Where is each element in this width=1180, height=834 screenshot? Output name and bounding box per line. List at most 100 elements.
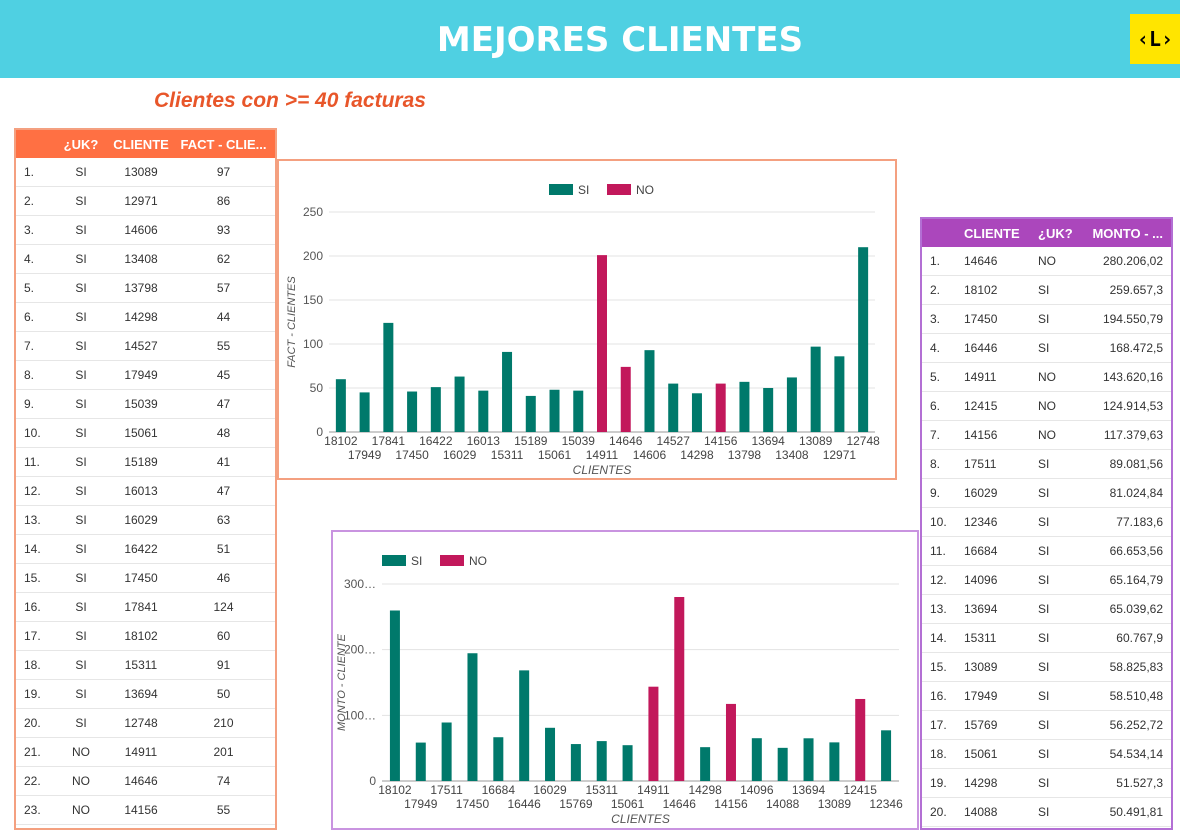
table-row[interactable]: 18. SI 15311 91 <box>16 651 275 680</box>
cliente-cell: 18102 <box>124 629 158 643</box>
monto-cell: 117.379,63 <box>1103 428 1163 442</box>
cliente-cell: 16029 <box>964 486 998 500</box>
column-header-cliente[interactable]: CLIENTE <box>113 136 169 152</box>
table-row[interactable]: 2. 18102 SI 259.657,3 <box>922 276 1171 305</box>
uk-cell: SI <box>75 629 87 643</box>
bar <box>810 346 821 432</box>
uk-cell: NO <box>1038 370 1056 384</box>
table-row[interactable]: 10. SI 15061 48 <box>16 419 275 448</box>
left-table-body: 1. SI 13089 97 2. SI 12971 86 3. SI 14606 93 4. SI 134… <box>16 158 275 825</box>
column-header-monto[interactable]: MONTO - ... <box>1092 225 1163 241</box>
table-row[interactable]: 11. SI 15189 41 <box>16 448 275 477</box>
table-row[interactable]: 9. 16029 SI 81.024,84 <box>922 479 1171 508</box>
table-row[interactable]: 19. 14298 SI 51.527,3 <box>922 769 1171 798</box>
x-axis-title: CLIENTES <box>573 463 632 477</box>
right-table-body: 1. 14646 NO 280.206,02 2. 18102 SI 259.657,3 3. 1… <box>922 247 1171 827</box>
bar <box>829 742 840 781</box>
bar <box>739 381 750 432</box>
table-row[interactable]: 6. 12415 NO 124.914,53 <box>922 392 1171 421</box>
bar <box>751 738 762 781</box>
table-row[interactable]: 12. SI 16013 47 <box>16 477 275 506</box>
table-row[interactable]: 7. 14156 NO 117.379,63 <box>922 421 1171 450</box>
table-row[interactable]: 7. SI 14527 55 <box>16 332 275 361</box>
table-row[interactable]: 8. 17511 SI 89.081,56 <box>922 450 1171 479</box>
monto-cell: 77.183,6 <box>1116 515 1163 529</box>
table-row[interactable]: 12. 14096 SI 65.164,79 <box>922 566 1171 595</box>
table-row[interactable]: 16. 17949 SI 58.510,48 <box>922 682 1171 711</box>
table-row[interactable]: 4. 16446 SI 168.472,5 <box>922 334 1171 363</box>
row-index: 3. <box>930 312 941 326</box>
table-row[interactable]: 6. SI 14298 44 <box>16 303 275 332</box>
y-tick-label: 150 <box>303 293 323 307</box>
uk-cell: SI <box>1038 776 1050 790</box>
uk-cell: SI <box>1038 660 1050 674</box>
table-row[interactable]: 13. SI 16029 63 <box>16 506 275 535</box>
fact-cell: 48 <box>216 426 231 440</box>
x-tick-label: 14298 <box>688 783 722 797</box>
uk-cell: SI <box>1038 747 1050 761</box>
table-row[interactable]: 5. SI 13798 57 <box>16 274 275 303</box>
x-tick-label: 16684 <box>482 783 516 797</box>
cliente-cell: 13089 <box>124 165 158 179</box>
x-tick-label: 12748 <box>846 434 880 448</box>
table-row[interactable]: 9. SI 15039 47 <box>16 390 275 419</box>
table-row[interactable]: 18. 15061 SI 54.534,14 <box>922 740 1171 769</box>
row-index: 11. <box>24 455 40 469</box>
table-row[interactable]: 22. NO 14646 74 <box>16 767 275 796</box>
table-row[interactable]: 2. SI 12971 86 <box>16 187 275 216</box>
table-row[interactable]: 14. SI 16422 51 <box>16 535 275 564</box>
bar <box>493 737 504 781</box>
table-row[interactable]: 17. 15769 SI 56.252,72 <box>922 711 1171 740</box>
table-row[interactable]: 20. 14088 SI 50.491,81 <box>922 798 1171 827</box>
table-row[interactable]: 15. 13089 SI 58.825,83 <box>922 653 1171 682</box>
monto-cell: 60.767,9 <box>1116 631 1163 645</box>
table-row[interactable]: 8. SI 17949 45 <box>16 361 275 390</box>
monto-cell: 89.081,56 <box>1109 457 1163 471</box>
monto-cell: 51.527,3 <box>1116 776 1163 790</box>
table-row[interactable]: 14. 15311 SI 60.767,9 <box>922 624 1171 653</box>
column-header-cliente[interactable]: CLIENTE <box>964 225 1020 241</box>
table-row[interactable]: 20. SI 12748 210 <box>16 709 275 738</box>
table-row[interactable]: 1. 14646 NO 280.206,02 <box>922 247 1171 276</box>
table-row[interactable]: 21. NO 14911 201 <box>16 738 275 767</box>
row-index: 18. <box>930 747 947 761</box>
uk-cell: SI <box>75 571 87 585</box>
bar <box>596 741 607 781</box>
bar <box>668 383 679 432</box>
x-tick-label: 18102 <box>378 783 412 797</box>
table-row[interactable]: 11. 16684 SI 66.653,56 <box>922 537 1171 566</box>
table-row[interactable]: 16. SI 17841 124 <box>16 593 275 622</box>
table-row[interactable]: 13. 13694 SI 65.039,62 <box>922 595 1171 624</box>
y-tick-label: 100 <box>303 337 323 351</box>
cliente-cell: 14096 <box>964 573 998 587</box>
table-row[interactable]: 3. 17450 SI 194.550,79 <box>922 305 1171 334</box>
table-row[interactable]: 5. 14911 NO 143.620,16 <box>922 363 1171 392</box>
fact-cell: 63 <box>216 513 231 527</box>
logo-icon[interactable]: ‹L› <box>1130 14 1180 64</box>
uk-cell: SI <box>1038 689 1050 703</box>
row-index: 15. <box>930 660 947 674</box>
cliente-cell: 15039 <box>124 397 158 411</box>
monto-cell: 143.620,16 <box>1102 370 1163 384</box>
table-row[interactable]: 10. 12346 SI 77.183,6 <box>922 508 1171 537</box>
table-row[interactable]: 4. SI 13408 62 <box>16 245 275 274</box>
x-tick-label: 14096 <box>740 783 774 797</box>
table-row[interactable]: 17. SI 18102 60 <box>16 622 275 651</box>
table-row[interactable]: 1. SI 13089 97 <box>16 158 275 187</box>
table-row[interactable]: 19. SI 13694 50 <box>16 680 275 709</box>
table-row[interactable]: 3. SI 14606 93 <box>16 216 275 245</box>
column-header-uk[interactable]: ¿UK? <box>1038 225 1073 241</box>
row-index: 17. <box>24 629 41 643</box>
x-tick-label: 13694 <box>792 783 826 797</box>
legend-label-no: NO <box>469 554 487 568</box>
row-index: 15. <box>24 571 41 585</box>
table-row[interactable]: 23. NO 14156 55 <box>16 796 275 825</box>
monto-cell: 65.164,79 <box>1109 573 1163 587</box>
column-header-uk[interactable]: ¿UK? <box>63 136 99 152</box>
table-row[interactable]: 15. SI 17450 46 <box>16 564 275 593</box>
fact-cell: 50 <box>216 687 231 701</box>
cliente-cell: 17511 <box>964 457 997 471</box>
fact-cell: 60 <box>216 629 231 643</box>
x-tick-label: 12415 <box>844 783 878 797</box>
column-header-fact[interactable]: FACT - CLIE... <box>180 136 267 152</box>
